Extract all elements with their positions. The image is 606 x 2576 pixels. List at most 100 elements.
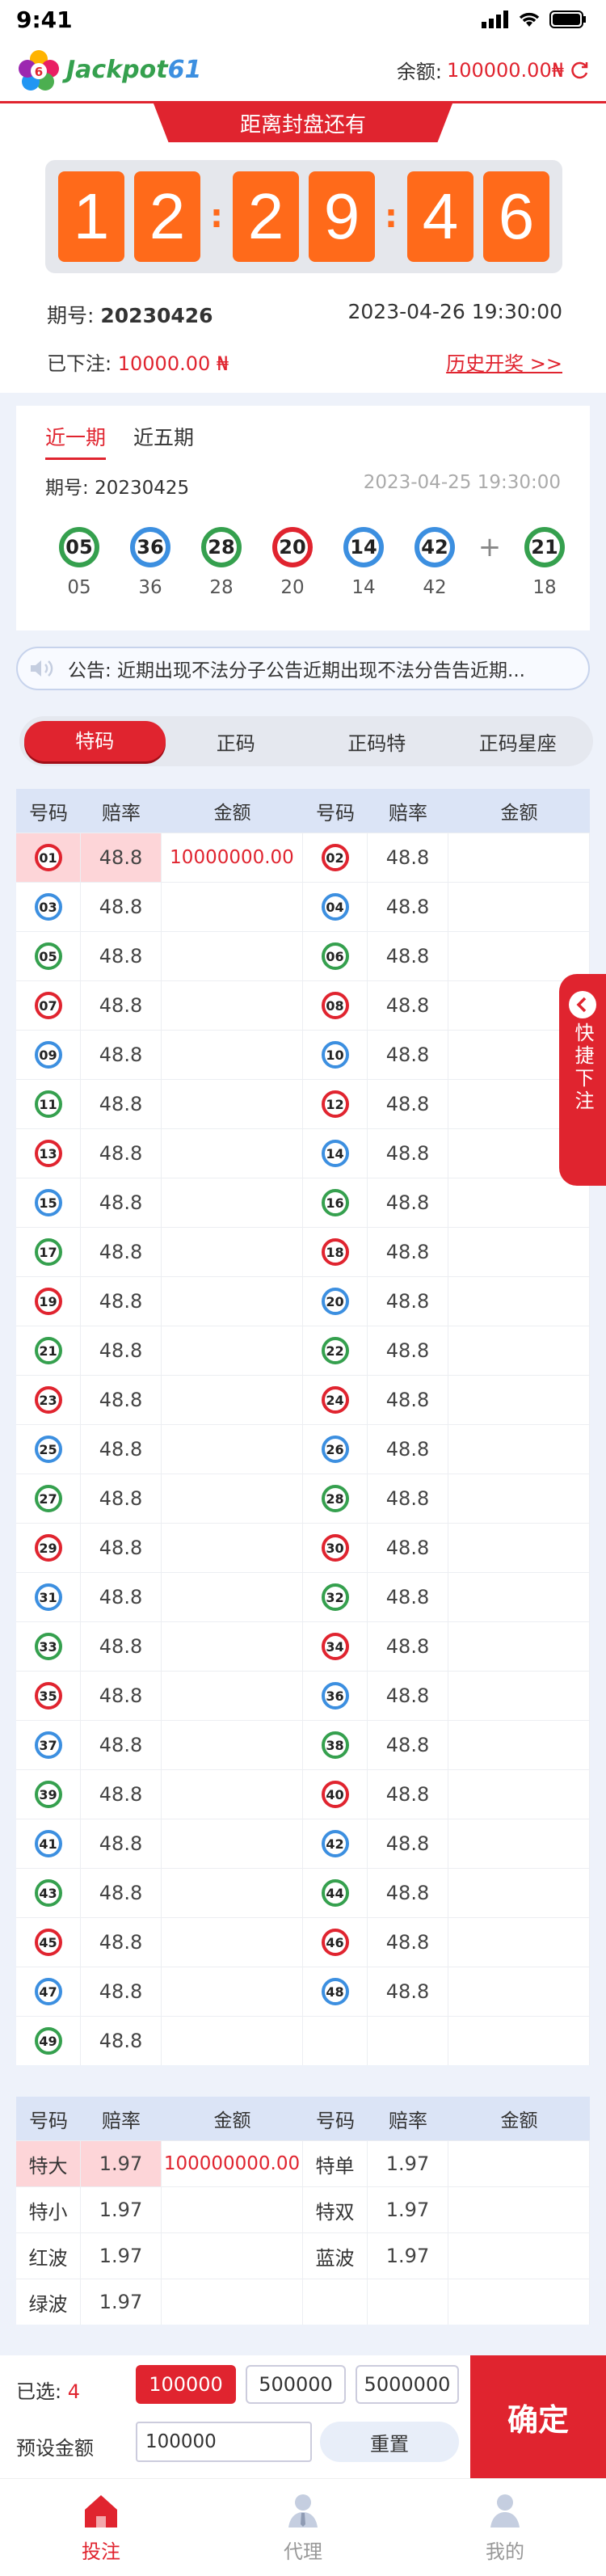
number-cell[interactable]: 09 (16, 1031, 81, 1079)
amount-cell[interactable] (162, 1080, 303, 1128)
number-cell[interactable]: 30 (303, 1524, 368, 1572)
number-cell[interactable]: 42 (303, 1819, 368, 1868)
attribute-cell[interactable]: 特小 (16, 2187, 81, 2232)
number-ball[interactable]: 19 (34, 1288, 62, 1315)
number-cell[interactable]: 11 (16, 1080, 81, 1128)
number-ball[interactable]: 28 (321, 1485, 349, 1512)
tab-regular-special[interactable]: 正码特 (347, 731, 406, 755)
number-cell[interactable]: 25 (16, 1425, 81, 1474)
tab-last-five[interactable]: 近五期 (133, 426, 195, 449)
number-cell[interactable]: 33 (16, 1622, 81, 1671)
number-cell[interactable]: 21 (16, 1326, 81, 1375)
amount-cell[interactable] (448, 1672, 590, 1720)
attribute-cell[interactable]: 特大 (16, 2141, 81, 2186)
number-ball[interactable]: 24 (321, 1386, 349, 1414)
number-ball[interactable]: 16 (321, 1189, 349, 1216)
number-ball[interactable]: 38 (321, 1731, 349, 1759)
nav-agent[interactable]: 代理 (202, 2479, 404, 2576)
amount-cell[interactable] (448, 1819, 590, 1868)
tab-regular-zodiac[interactable]: 正码星座 (478, 731, 557, 755)
number-ball[interactable]: 21 (34, 1337, 62, 1364)
amount-cell[interactable] (162, 1326, 303, 1375)
number-ball[interactable]: 45 (34, 1929, 62, 1956)
amount-cell[interactable] (162, 1376, 303, 1424)
amount-cell[interactable]: 10000000.00 (162, 833, 303, 882)
number-ball[interactable]: 07 (34, 992, 62, 1019)
number-ball[interactable]: 18 (321, 1238, 349, 1266)
number-cell[interactable]: 43 (16, 1869, 81, 1917)
amount-chip-3[interactable]: 5000000 (356, 2365, 459, 2404)
amount-cell[interactable] (448, 833, 590, 882)
number-ball[interactable]: 23 (34, 1386, 62, 1414)
number-ball[interactable]: 27 (34, 1485, 62, 1512)
amount-cell[interactable] (448, 1622, 590, 1671)
number-cell[interactable]: 47 (16, 1967, 81, 2016)
number-ball[interactable]: 05 (34, 942, 62, 970)
confirm-button[interactable]: 确定 (470, 2355, 606, 2478)
amount-cell[interactable] (162, 1031, 303, 1079)
amount-cell[interactable] (162, 1721, 303, 1769)
number-ball[interactable]: 49 (34, 2027, 62, 2055)
number-ball[interactable]: 03 (34, 893, 62, 921)
amount-cell[interactable]: 100000000.00 (162, 2141, 303, 2186)
amount-cell[interactable] (162, 1524, 303, 1572)
amount-cell[interactable] (448, 1573, 590, 1621)
notice-bar[interactable]: 公告: 近期出现不法分子公告近期出现不法分告告近期... (16, 647, 590, 690)
number-cell[interactable]: 08 (303, 981, 368, 1030)
history-link[interactable]: 历史开奖 >> (446, 352, 562, 375)
amount-cell[interactable] (162, 1918, 303, 1967)
number-ball[interactable]: 32 (321, 1583, 349, 1611)
number-ball[interactable]: 11 (34, 1090, 62, 1118)
number-cell[interactable]: 12 (303, 1080, 368, 1128)
number-ball[interactable]: 10 (321, 1041, 349, 1069)
number-ball[interactable]: 14 (321, 1140, 349, 1167)
amount-cell[interactable] (162, 981, 303, 1030)
number-ball[interactable]: 22 (321, 1337, 349, 1364)
number-ball[interactable]: 04 (321, 893, 349, 921)
number-cell[interactable]: 41 (16, 1819, 81, 1868)
tab-latest[interactable]: 近一期 (45, 422, 107, 460)
number-ball[interactable]: 44 (321, 1879, 349, 1907)
number-cell[interactable]: 45 (16, 1918, 81, 1967)
number-cell[interactable]: 38 (303, 1721, 368, 1769)
amount-cell[interactable] (448, 1228, 590, 1276)
number-cell[interactable]: 19 (16, 1277, 81, 1326)
number-cell[interactable]: 15 (16, 1178, 81, 1227)
attribute-cell[interactable]: 绿波 (16, 2279, 81, 2325)
amount-cell[interactable] (162, 1869, 303, 1917)
number-cell[interactable]: 37 (16, 1721, 81, 1769)
number-ball[interactable]: 39 (34, 1781, 62, 1808)
number-cell[interactable]: 23 (16, 1376, 81, 1424)
number-ball[interactable]: 43 (34, 1879, 62, 1907)
number-ball[interactable]: 09 (34, 1041, 62, 1069)
amount-cell[interactable] (448, 1869, 590, 1917)
preset-amount-input[interactable]: 100000 (136, 2422, 312, 2462)
amount-cell[interactable] (448, 1474, 590, 1523)
number-ball[interactable]: 13 (34, 1140, 62, 1167)
number-cell[interactable]: 48 (303, 1967, 368, 2016)
number-cell[interactable]: 28 (303, 1474, 368, 1523)
number-cell[interactable]: 39 (16, 1770, 81, 1819)
amount-cell[interactable] (162, 1573, 303, 1621)
number-ball[interactable]: 20 (321, 1288, 349, 1315)
number-ball[interactable]: 06 (321, 942, 349, 970)
number-ball[interactable]: 29 (34, 1534, 62, 1562)
amount-cell[interactable] (162, 1672, 303, 1720)
amount-cell[interactable] (448, 1524, 590, 1572)
amount-cell[interactable] (448, 2187, 590, 2232)
amount-cell[interactable] (448, 883, 590, 931)
number-ball[interactable]: 15 (34, 1189, 62, 1216)
number-cell[interactable]: 02 (303, 833, 368, 882)
amount-cell[interactable] (448, 1425, 590, 1474)
number-ball[interactable]: 17 (34, 1238, 62, 1266)
amount-cell[interactable] (448, 1721, 590, 1769)
number-ball[interactable]: 25 (34, 1436, 62, 1463)
amount-cell[interactable] (162, 1819, 303, 1868)
number-ball[interactable]: 37 (34, 1731, 62, 1759)
number-cell[interactable]: 06 (303, 932, 368, 980)
number-cell[interactable]: 34 (303, 1622, 368, 1671)
amount-cell[interactable] (448, 2233, 590, 2279)
number-cell[interactable]: 35 (16, 1672, 81, 1720)
number-cell[interactable]: 16 (303, 1178, 368, 1227)
number-cell[interactable]: 03 (16, 883, 81, 931)
